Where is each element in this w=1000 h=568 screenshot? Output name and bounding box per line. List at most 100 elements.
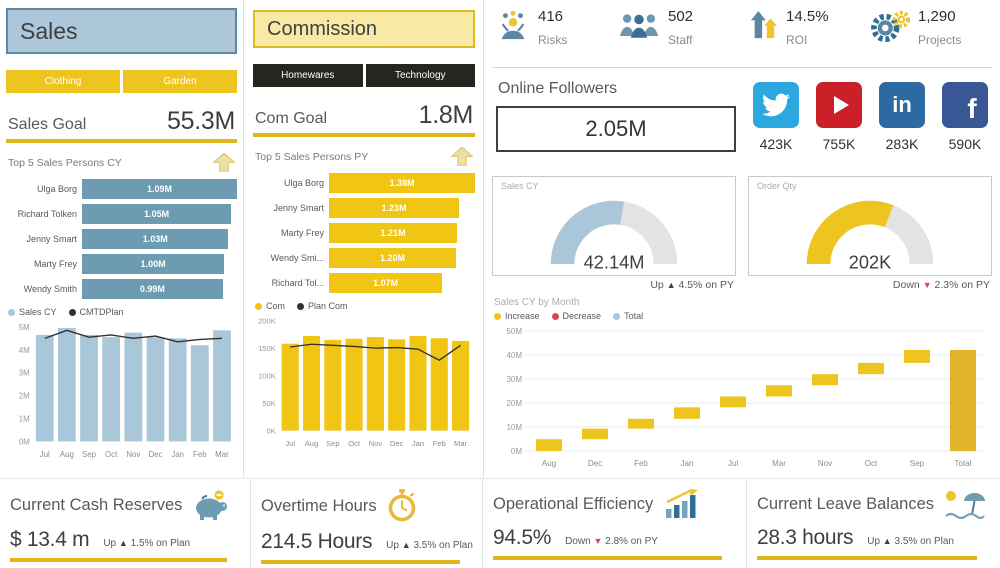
column-bar[interactable] (430, 338, 448, 431)
gears-icon (871, 10, 910, 43)
axis-label: Aug (305, 439, 318, 448)
top5-row[interactable]: Ulga Borg 1.09M (6, 179, 237, 199)
column-bar[interactable] (409, 335, 427, 431)
top5-row[interactable]: Wendy Smi... 1.20M (253, 248, 475, 268)
column-bar[interactable] (57, 328, 76, 442)
salesperson-name: Marty Frey (33, 259, 77, 269)
column-bar[interactable] (345, 338, 363, 431)
column-bar[interactable] (452, 340, 470, 431)
waterfall-bar[interactable] (720, 396, 746, 408)
tab-clothing[interactable]: Clothing (6, 70, 120, 93)
tab-technology[interactable]: Technology (365, 64, 475, 87)
facebook-icon[interactable]: f (942, 82, 988, 128)
top5-row[interactable]: Wendy Smith 0.99M (6, 279, 237, 299)
sales-by-month-chart[interactable]: 0M 1M 2M 3M 4M 5M Jul Aug Sep Oct Nov Dec Jan Feb Mar (6, 319, 237, 465)
top5-row[interactable]: Richard Tolken 1.05M (6, 204, 237, 224)
column-bar[interactable] (388, 339, 406, 431)
tab-homewares[interactable]: Homewares (253, 64, 363, 87)
waterfall-chart[interactable]: 0M 10M 20M 30M 40M 50M Aug Dec Feb Jan Jul Mar Nov Oc… (492, 323, 992, 475)
waterfall-bar[interactable] (536, 439, 562, 451)
youtube-count: 755K (822, 136, 856, 152)
salesperson-name: Ulga Borg (283, 178, 324, 188)
sales-cy-gauge[interactable]: Sales CY 42.14M (492, 176, 736, 276)
axis-label: 2M (19, 392, 30, 401)
column-bar[interactable] (281, 343, 299, 431)
projects-value: 1,290 (918, 8, 956, 25)
youtube-icon[interactable] (816, 82, 862, 128)
salesperson-bar[interactable]: 1.09M (82, 179, 237, 199)
waterfall-bar[interactable] (812, 374, 838, 386)
up-arrow-icon: ▲ (401, 540, 411, 550)
waterfall-bar[interactable] (628, 418, 654, 429)
axis-label: 100K (258, 371, 276, 380)
column-bar[interactable] (124, 332, 143, 442)
status-word: Down (892, 279, 920, 291)
column-bar[interactable] (302, 335, 321, 431)
social-linkedin[interactable]: in 283K (877, 82, 927, 152)
waterfall-bar[interactable] (582, 428, 608, 440)
operational-efficiency-card[interactable]: Operational Efficiency 94.5% Down ▼ 2.8%… (482, 479, 746, 568)
social-youtube[interactable]: 755K (814, 82, 864, 152)
legend-dot (494, 312, 501, 320)
waterfall-bar[interactable] (858, 362, 884, 375)
kpi-risks[interactable]: 416 Risks (496, 8, 618, 47)
salesperson-bar[interactable]: 1.21M (329, 223, 457, 243)
order-qty-gauge-title: Order Qty (757, 181, 797, 191)
legend-item[interactable]: Plan Com (297, 301, 348, 311)
social-twitter[interactable]: 423K (751, 82, 801, 152)
legend-item[interactable]: Increase (494, 311, 540, 321)
legend-item[interactable]: Total (613, 311, 643, 321)
legend-item[interactable]: CMTDPlan (68, 307, 124, 317)
salesperson-bar[interactable]: 1.20M (329, 248, 456, 268)
salesperson-bar[interactable]: 1.38M (329, 173, 475, 193)
column-bar[interactable] (35, 334, 54, 442)
salesperson-bar[interactable]: 1.03M (82, 229, 229, 249)
overtime-hours-card[interactable]: Overtime Hours 214.5 Hours Up ▲ 3.5% on … (250, 479, 482, 568)
column-bar[interactable] (146, 337, 165, 442)
order-qty-gauge[interactable]: Order Qty 202K (748, 176, 992, 276)
column-bar[interactable] (168, 338, 187, 442)
axis-label: Nov (818, 459, 832, 468)
linkedin-icon[interactable]: in (879, 82, 925, 128)
column-bar[interactable] (366, 337, 384, 431)
waterfall-bar[interactable] (950, 349, 976, 451)
column-bar[interactable] (190, 345, 209, 442)
kpi-roi[interactable]: 14.5% ROI (750, 8, 870, 47)
cash-reserves-card[interactable]: Current Cash Reserves $ 13.4 m Up ▲ 1.5%… (0, 479, 250, 568)
commission-by-month-chart[interactable]: 0K 50K 100K 150K 200K Jul Aug Sep Oct Nov Dec Jan Fe… (253, 313, 475, 453)
kpi-projects[interactable]: 1,290 Projects (870, 8, 992, 47)
top5-row[interactable]: Jenny Smart 1.03M (6, 229, 237, 249)
twitter-icon[interactable] (753, 82, 799, 128)
kpi-staff[interactable]: 502 Staff (618, 8, 750, 47)
risks-label: Risks (538, 33, 568, 47)
top5-row[interactable]: Jenny Smart 1.23M (253, 198, 475, 218)
sales-cy-gauge-arc: 42.14M (550, 200, 678, 272)
waterfall-bar[interactable] (674, 407, 700, 419)
salesperson-bar[interactable]: 1.23M (329, 198, 460, 218)
column-bar[interactable] (80, 334, 98, 442)
leave-balances-card[interactable]: Current Leave Balances 28.3 hours Up ▲ 3… (745, 479, 1000, 568)
top5-row[interactable]: Marty Frey 1.21M (253, 223, 475, 243)
axis-label: 1M (19, 414, 30, 423)
status-rest: 2.3% on PY (934, 279, 990, 291)
column-bar[interactable] (213, 330, 231, 442)
tab-garden[interactable]: Garden (123, 70, 237, 93)
salesperson-name: Wendy Smi... (270, 253, 324, 263)
axis-label: Nov (369, 439, 383, 448)
legend-item[interactable]: Sales CY (8, 307, 57, 317)
salesperson-bar[interactable]: 1.07M (329, 273, 443, 293)
salesperson-bar[interactable]: 1.05M (82, 204, 232, 224)
top5-row[interactable]: Marty Frey 1.00M (6, 254, 237, 274)
waterfall-bar[interactable] (904, 349, 930, 363)
top5-row[interactable]: Richard Tol... 1.07M (253, 273, 475, 293)
top5-row[interactable]: Ulga Borg 1.38M (253, 173, 475, 193)
waterfall-bar[interactable] (766, 385, 792, 397)
salesperson-bar[interactable]: 1.00M (82, 254, 225, 274)
salesperson-bar[interactable]: 0.99M (82, 279, 223, 299)
legend-item[interactable]: Com (255, 301, 285, 311)
legend-item[interactable]: Decrease (551, 311, 601, 321)
social-facebook[interactable]: f 590K (940, 82, 990, 152)
column-bar[interactable] (324, 339, 342, 431)
column-bar[interactable] (102, 337, 121, 442)
order-qty-gauge-value: 202K (849, 252, 892, 272)
